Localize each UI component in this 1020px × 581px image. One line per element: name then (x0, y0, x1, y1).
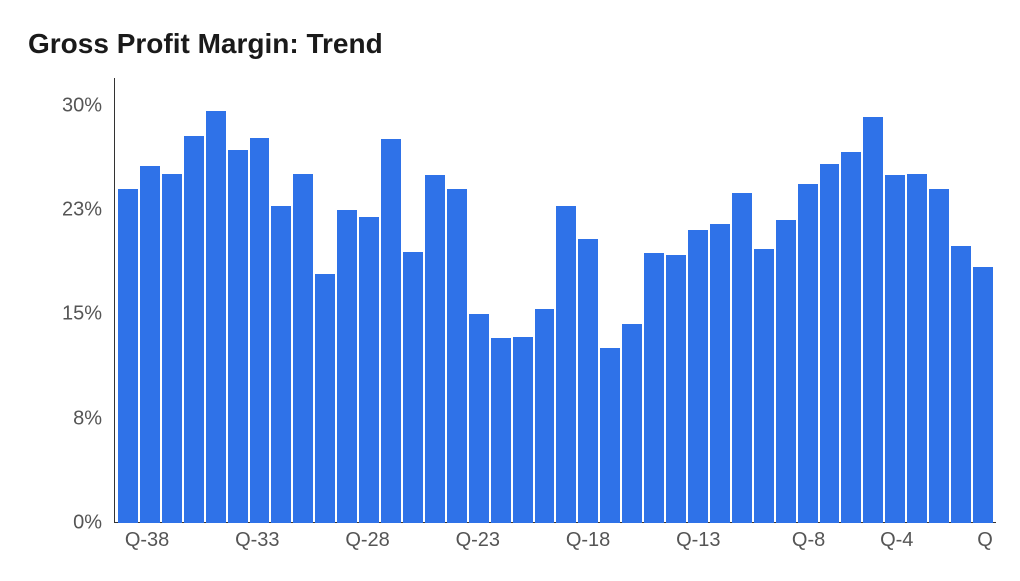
bar (184, 136, 204, 523)
bar (491, 338, 511, 523)
bar (688, 230, 708, 523)
plot (114, 78, 996, 523)
x-axis: Q-38 Q-33 Q-28 Q-23 Q-18 Q-13 Q-8 Q-4 Q (114, 523, 996, 561)
y-tick-label: 30% (62, 94, 102, 117)
bar (863, 117, 883, 523)
bar (206, 111, 226, 523)
x-tick-label: Q-23 (456, 529, 500, 552)
bar (535, 309, 555, 523)
bar (271, 206, 291, 523)
bar (798, 184, 818, 523)
x-tick-label: Q-8 (792, 529, 825, 552)
bar (951, 246, 971, 523)
bar (447, 189, 467, 523)
bar (644, 253, 664, 523)
bar (600, 348, 620, 523)
bar (425, 175, 445, 523)
bar (469, 314, 489, 523)
bar (403, 252, 423, 523)
x-tick-label: Q-4 (880, 529, 913, 552)
bar (381, 139, 401, 523)
bar (907, 174, 927, 523)
plot-area: 0%8%15%23%30% Q-38Q-33Q-28Q-23Q-18Q-13Q-… (24, 78, 996, 561)
bar (140, 166, 160, 523)
x-tick-label: Q-38 (125, 529, 169, 552)
bar (315, 274, 335, 523)
x-tick-label: Q (977, 529, 993, 552)
y-tick-label: 0% (73, 512, 102, 535)
bar (556, 206, 576, 523)
y-tick-label: 8% (73, 407, 102, 430)
bar (337, 210, 357, 523)
y-axis: 0%8%15%23%30% (24, 78, 114, 523)
bar (710, 224, 730, 523)
bar (732, 193, 752, 523)
bar (293, 174, 313, 523)
x-tick-label: Q-33 (235, 529, 279, 552)
bar (578, 239, 598, 523)
plot-row: 0%8%15%23%30% (24, 78, 996, 523)
bar (666, 255, 686, 523)
y-tick-label: 15% (62, 303, 102, 326)
x-tick-label: Q-13 (676, 529, 720, 552)
x-tick-label: Q-28 (345, 529, 389, 552)
x-tick-label: Q-18 (566, 529, 610, 552)
bar (622, 324, 642, 523)
bar (841, 152, 861, 523)
chart-container: Gross Profit Margin: Trend 0% 8% 15% 23% 30%… (0, 0, 1020, 581)
bar (513, 337, 533, 523)
bar (820, 164, 840, 523)
bar (776, 220, 796, 523)
bar (359, 217, 379, 523)
bar (929, 189, 949, 523)
bar (162, 174, 182, 523)
y-tick-label: 23% (62, 199, 102, 222)
chart-title: Gross Profit Margin: Trend (28, 28, 996, 60)
bars (115, 78, 996, 523)
bar (885, 175, 905, 523)
bar (973, 267, 993, 523)
bar (250, 138, 270, 523)
bar (754, 249, 774, 523)
bar (118, 189, 138, 523)
bar (228, 150, 248, 523)
